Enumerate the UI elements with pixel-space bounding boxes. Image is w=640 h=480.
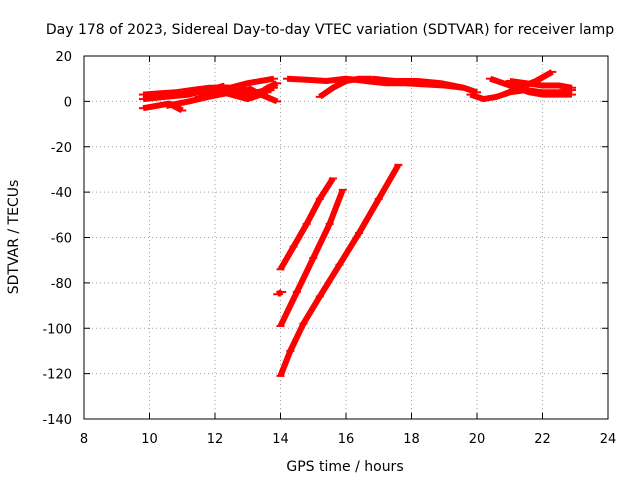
- y-tick-label: -40: [51, 186, 72, 201]
- series-band-11: [368, 75, 468, 91]
- series-fragment: [273, 289, 287, 297]
- x-tick-label: 8: [80, 432, 88, 447]
- series-band-13: [486, 75, 576, 98]
- series-band-5: [138, 100, 187, 114]
- series-band-8: [250, 80, 282, 100]
- x-tick-label: 10: [141, 432, 158, 447]
- series-arc-3: [276, 163, 403, 377]
- y-tick-label: -20: [51, 141, 72, 156]
- y-tick-label: -60: [51, 232, 72, 247]
- series-arc-2: [276, 188, 347, 328]
- y-tick-label: -140: [42, 413, 72, 428]
- series-line: [197, 75, 275, 100]
- series-band-15: [505, 78, 576, 91]
- series-line: [277, 163, 401, 377]
- x-tick-label: 14: [272, 432, 289, 447]
- y-tick-label: -100: [42, 322, 72, 337]
- x-axis-title: GPS time / hours: [286, 459, 403, 475]
- y-tick-label: 0: [64, 95, 72, 110]
- y-tick-label: 20: [55, 50, 72, 65]
- chart-title: Day 178 of 2023, Sidereal Day-to-day VTE…: [46, 22, 614, 38]
- series-line: [142, 100, 184, 114]
- series-group: [138, 69, 576, 377]
- x-tick-label: 24: [600, 432, 617, 447]
- y-tick-label: -80: [51, 277, 72, 292]
- x-tick-label: 22: [534, 432, 551, 447]
- y-axis-title: SDTVAR / TECUs: [6, 180, 22, 295]
- series-arc-1: [276, 176, 337, 271]
- series-band-10: [315, 75, 377, 100]
- x-tick-label: 16: [338, 432, 355, 447]
- x-tick-label: 12: [207, 432, 224, 447]
- x-tick-label: 20: [469, 432, 486, 447]
- x-tick-label: 18: [403, 432, 420, 447]
- ticks: 8 10 12 14 16 18 20 22 24 20 0 -20 -40 -60 -80 -100 -120…: [42, 50, 616, 447]
- grid: [84, 56, 608, 419]
- y-tick-label: -120: [42, 368, 72, 383]
